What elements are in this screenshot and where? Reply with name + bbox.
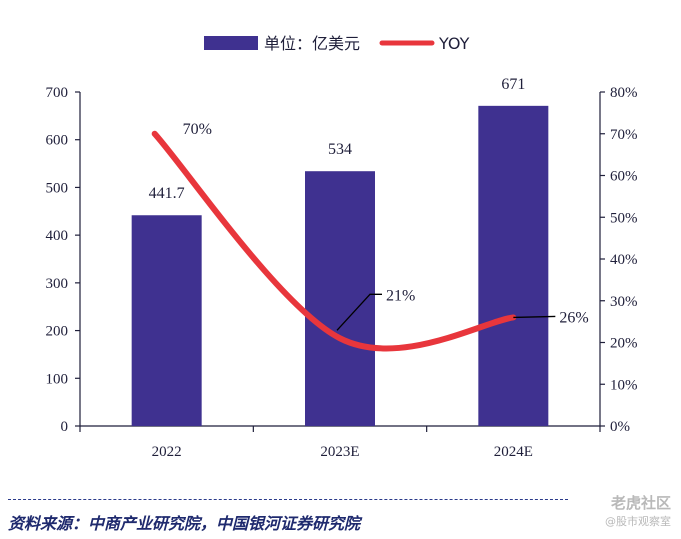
right-axis-tick-label: 60%	[610, 169, 638, 185]
left-axis-tick-label: 100	[46, 371, 69, 387]
left-axis-tick-label: 600	[46, 133, 69, 149]
line-data-label: 21%	[386, 287, 415, 304]
right-axis-tick-label: 20%	[610, 336, 638, 352]
line-data-label: 26%	[559, 309, 588, 326]
bar-data-label: 671	[501, 76, 525, 93]
line-data-label: 70%	[183, 121, 212, 138]
axes: 0 100 200 300 400 500 600 700 0% 10% 20% 30% 40% 50% 6…	[46, 85, 638, 460]
x-axis-tick-label: 2024E	[494, 444, 533, 460]
left-axis-tick-label: 700	[46, 85, 69, 101]
right-axis-tick-label: 30%	[610, 294, 638, 310]
source-divider	[8, 499, 568, 500]
bars: 441.7 534 671	[131, 76, 549, 426]
right-axis-tick-label: 80%	[610, 85, 638, 101]
left-axis-tick-label: 200	[46, 324, 69, 340]
right-axis-tick-label: 70%	[610, 127, 638, 143]
bar	[478, 105, 549, 426]
line-layer: 70% 21% 26%	[151, 121, 589, 352]
watermark: 老虎社区 @股市观察室	[605, 492, 671, 529]
legend-bar-swatch	[204, 36, 258, 50]
right-axis-tick-label: 0%	[610, 419, 630, 435]
leader-line	[513, 315, 556, 319]
legend: 单位：亿美元 YOY	[204, 34, 470, 53]
yoy-line	[151, 130, 517, 352]
left-axis-tick-label: 500	[46, 180, 69, 196]
left-axis-tick-label: 0	[61, 419, 69, 435]
x-axis-tick-label: 2023E	[320, 444, 359, 460]
source-note: 资料来源：中商产业研究院，中国银河证券研究院	[8, 514, 361, 533]
left-axis-tick-label: 400	[46, 228, 69, 244]
legend-bar-label: 单位：亿美元	[264, 34, 360, 53]
watermark-main: 老虎社区	[610, 494, 671, 512]
right-axis-tick-label: 50%	[610, 210, 638, 226]
legend-line-label: YOY	[438, 34, 470, 53]
leader-line	[336, 293, 382, 331]
bar-data-label: 534	[328, 141, 352, 158]
chart: 单位：亿美元 YOY 0 100 200 300 400 500 600 700 0% 10% 20…	[46, 34, 638, 460]
bar	[305, 171, 375, 426]
bar	[131, 215, 202, 426]
right-axis-tick-label: 10%	[610, 377, 638, 393]
watermark-sub: @股市观察室	[605, 515, 671, 528]
bar-data-label: 441.7	[149, 185, 185, 202]
right-axis-tick-label: 40%	[610, 252, 638, 268]
left-axis-tick-label: 300	[46, 276, 69, 292]
x-axis-tick-label: 2022	[152, 444, 182, 460]
